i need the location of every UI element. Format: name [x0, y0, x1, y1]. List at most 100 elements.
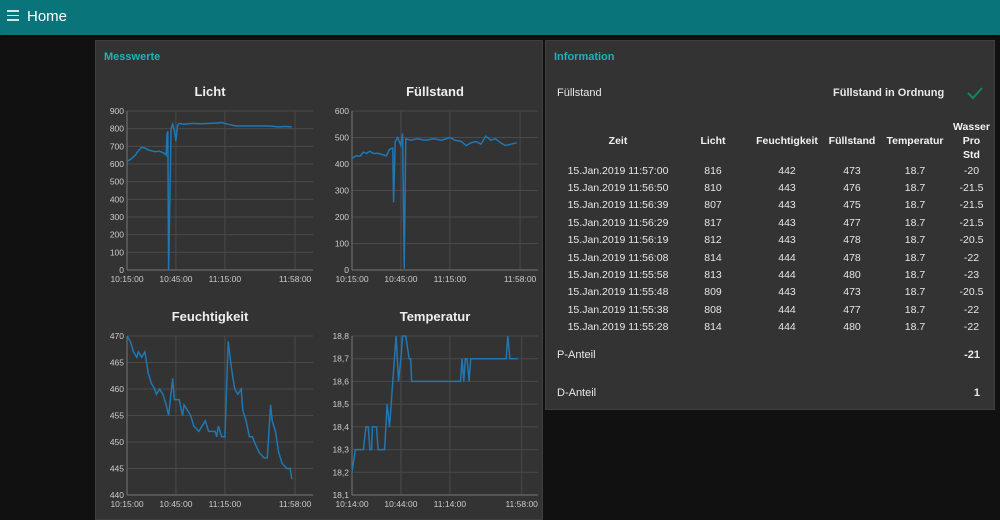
- table-cell: 480: [824, 266, 880, 283]
- fuellstand-label: Füllstand: [557, 87, 602, 99]
- table-cell: 809: [676, 284, 750, 301]
- x-tick-label: 11:58:00: [504, 274, 537, 284]
- table-cell: 813: [676, 266, 750, 283]
- x-tick-label: 10:45:00: [384, 274, 417, 284]
- table-cell: 18.7: [880, 214, 950, 231]
- table-cell: -20.5: [950, 284, 993, 301]
- x-tick-label: 10:45:00: [159, 499, 192, 509]
- x-tick-label: 10:15:00: [335, 274, 368, 284]
- hamburger-menu-icon[interactable]: [7, 10, 19, 21]
- y-tick-label: 18,7: [332, 354, 349, 364]
- d-anteil-value: 1: [974, 387, 980, 399]
- table-cell: 15.Jan.2019 11:56:39: [560, 197, 676, 214]
- y-tick-label: 200: [110, 230, 124, 240]
- p-anteil-value: -21: [964, 349, 980, 361]
- y-tick-label: 18,2: [332, 467, 349, 477]
- x-tick-label: 11:15:00: [434, 274, 467, 284]
- chart-svg: 18,118,218,318,418,518,618,718,810:14:00…: [325, 309, 545, 514]
- table-cell: 814: [676, 319, 750, 336]
- table-cell: 808: [676, 301, 750, 318]
- fuellstand-status: Füllstand in Ordnung: [833, 87, 944, 99]
- table-cell: -22: [950, 249, 993, 266]
- table-cell: 807: [676, 197, 750, 214]
- y-tick-label: 800: [110, 124, 124, 134]
- y-tick-label: 200: [335, 212, 349, 222]
- y-tick-label: 18,5: [332, 399, 349, 409]
- x-tick-label: 10:15:00: [110, 499, 143, 509]
- table-cell: -22: [950, 319, 993, 336]
- table-cell: 444: [750, 319, 824, 336]
- table-cell: 15.Jan.2019 11:55:58: [560, 266, 676, 283]
- table-header-row: Zeit Licht Feuchtigkeit Füllstand Temper…: [560, 120, 993, 162]
- table-cell: -21.5: [950, 179, 993, 196]
- y-tick-label: 18,8: [332, 331, 349, 341]
- table-cell: -20: [950, 162, 993, 179]
- table-cell: 478: [824, 232, 880, 249]
- y-tick-label: 100: [335, 239, 349, 249]
- table-cell: 18.7: [880, 179, 950, 196]
- table-cell: 15.Jan.2019 11:56:08: [560, 249, 676, 266]
- y-tick-label: 600: [335, 106, 349, 116]
- table-cell: 442: [750, 162, 824, 179]
- y-tick-label: 450: [110, 437, 124, 447]
- table-cell: 444: [750, 266, 824, 283]
- table-cell: 478: [824, 249, 880, 266]
- x-tick-label: 11:15:00: [209, 499, 242, 509]
- table-cell: 810: [676, 179, 750, 196]
- column-header-fuellstand[interactable]: Füllstand: [824, 120, 880, 162]
- y-tick-label: 700: [110, 141, 124, 151]
- chart-title: Licht: [100, 84, 320, 99]
- y-tick-label: 470: [110, 331, 124, 341]
- x-tick-label: 11:15:00: [209, 274, 242, 284]
- table-cell: 477: [824, 301, 880, 318]
- table-cell: 473: [824, 284, 880, 301]
- table-cell: 15.Jan.2019 11:57:00: [560, 162, 676, 179]
- table-cell: -22: [950, 301, 993, 318]
- table-cell: 18.7: [880, 162, 950, 179]
- column-header-zeit[interactable]: Zeit: [560, 120, 676, 162]
- table-cell: -21.5: [950, 197, 993, 214]
- x-tick-label: 10:14:00: [335, 499, 368, 509]
- table-cell: 476: [824, 179, 880, 196]
- x-tick-label: 10:15:00: [110, 274, 143, 284]
- y-tick-label: 100: [110, 247, 124, 257]
- table-cell: 18.7: [880, 232, 950, 249]
- d-anteil-label: D-Anteil: [557, 387, 596, 399]
- x-tick-label: 11:58:00: [505, 499, 538, 509]
- table-cell: 15.Jan.2019 11:56:29: [560, 214, 676, 231]
- table-cell: 480: [824, 319, 880, 336]
- p-anteil-label: P-Anteil: [557, 349, 596, 361]
- table-cell: 817: [676, 214, 750, 231]
- table-cell: 443: [750, 284, 824, 301]
- table-cell: 15.Jan.2019 11:55:48: [560, 284, 676, 301]
- table-cell: 477: [824, 214, 880, 231]
- page-title: Home: [27, 8, 67, 25]
- chart-title: Füllstand: [325, 84, 545, 99]
- table-cell: 18.7: [880, 284, 950, 301]
- column-header-temperatur[interactable]: Temperatur: [880, 120, 950, 162]
- x-tick-label: 11:14:00: [434, 499, 467, 509]
- y-tick-label: 400: [335, 159, 349, 169]
- table-cell: 816: [676, 162, 750, 179]
- chart-title: Feuchtigkeit: [100, 309, 320, 324]
- column-header-feuchtigkeit[interactable]: Feuchtigkeit: [750, 120, 824, 162]
- y-tick-label: 500: [110, 177, 124, 187]
- x-tick-label: 11:58:00: [279, 499, 312, 509]
- table-cell: 814: [676, 249, 750, 266]
- column-header-licht[interactable]: Licht: [676, 120, 750, 162]
- y-tick-label: 18,6: [332, 376, 349, 386]
